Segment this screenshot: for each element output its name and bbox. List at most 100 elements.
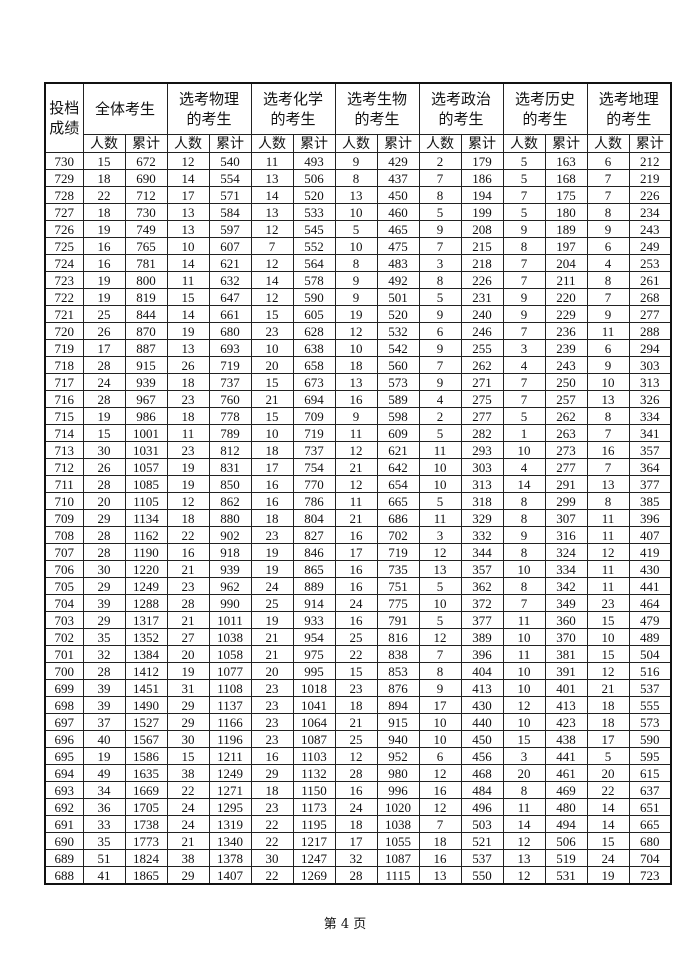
count-cell: 14	[502, 815, 546, 833]
table-row: 699 39 1451 31 1108 23 1018 23 876 9 413 10 401 21 537	[44, 679, 672, 697]
cumulative-cell: 1567	[124, 730, 168, 748]
cumulative-cell: 889	[292, 577, 336, 595]
cumulative-cell: 564	[292, 254, 336, 272]
cumulative-cell: 326	[628, 390, 672, 408]
count-cell: 29	[166, 713, 210, 731]
count-cell: 28	[82, 356, 126, 374]
table-row: 707 28 1190 16 918 19 846 17 719 12 344 8 324 12 419	[44, 543, 672, 561]
count-cell: 11	[418, 441, 462, 459]
count-cell: 5	[334, 220, 378, 238]
cumulative-cell: 642	[376, 458, 420, 476]
cumulative-cell: 853	[376, 662, 420, 680]
count-cell: 29	[82, 611, 126, 629]
count-cell: 24	[166, 815, 210, 833]
cumulative-cell: 844	[124, 305, 168, 323]
count-cell: 7	[418, 815, 462, 833]
cumulative-cell: 658	[292, 356, 336, 374]
count-cell: 19	[334, 305, 378, 323]
cumulative-cell: 712	[124, 186, 168, 204]
cumulative-cell: 364	[628, 458, 672, 476]
cumulative-cell: 647	[208, 288, 252, 306]
cumulative-cell: 1249	[124, 577, 168, 595]
count-cell: 16	[334, 611, 378, 629]
cumulative-cell: 704	[628, 849, 672, 867]
score-cell: 711	[44, 475, 84, 493]
count-cell: 16	[82, 237, 126, 255]
cumulative-cell: 962	[208, 577, 252, 595]
count-cell: 12	[334, 747, 378, 765]
count-cell: 11	[334, 424, 378, 442]
count-cell: 14	[586, 798, 630, 816]
count-cell: 19	[250, 611, 294, 629]
count-cell: 23	[334, 679, 378, 697]
header-cumulative: 累计	[208, 134, 252, 153]
table-row: 722 19 819 15 647 12 590 9 501 5 231 9 220 7 268	[44, 288, 672, 306]
count-cell: 12	[502, 866, 546, 885]
count-cell: 20	[250, 356, 294, 374]
count-cell: 10	[502, 679, 546, 697]
count-cell: 15	[250, 373, 294, 391]
cumulative-cell: 215	[460, 237, 504, 255]
count-cell: 28	[334, 866, 378, 885]
count-cell: 15	[166, 288, 210, 306]
cumulative-cell: 1018	[292, 679, 336, 697]
count-cell: 22	[166, 781, 210, 799]
count-cell: 18	[586, 696, 630, 714]
count-cell: 10	[502, 560, 546, 578]
cumulative-cell: 654	[376, 475, 420, 493]
count-cell: 40	[82, 730, 126, 748]
cumulative-cell: 294	[628, 339, 672, 357]
count-cell: 15	[82, 152, 126, 170]
header-count: 人数	[82, 134, 126, 153]
count-cell: 9	[586, 220, 630, 238]
cumulative-cell: 496	[460, 798, 504, 816]
table-row: 716 28 967 23 760 21 694 16 589 4 275 7 257 13 326	[44, 390, 672, 408]
count-cell: 11	[166, 271, 210, 289]
cumulative-cell: 404	[460, 662, 504, 680]
cumulative-cell: 199	[460, 203, 504, 221]
cumulative-cell: 303	[460, 458, 504, 476]
count-cell: 25	[250, 594, 294, 612]
cumulative-cell: 605	[292, 305, 336, 323]
count-cell: 17	[82, 339, 126, 357]
cumulative-cell: 880	[208, 509, 252, 527]
cumulative-cell: 876	[376, 679, 420, 697]
count-cell: 11	[586, 322, 630, 340]
count-cell: 21	[250, 390, 294, 408]
score-cell: 716	[44, 390, 84, 408]
cumulative-cell: 246	[460, 322, 504, 340]
cumulative-cell: 1115	[376, 866, 420, 885]
count-cell: 10	[502, 628, 546, 646]
count-cell: 14	[250, 271, 294, 289]
cumulative-cell: 638	[292, 339, 336, 357]
cumulative-cell: 573	[628, 713, 672, 731]
cumulative-cell: 332	[460, 526, 504, 544]
count-cell: 13	[250, 169, 294, 187]
cumulative-cell: 277	[628, 305, 672, 323]
cumulative-cell: 243	[544, 356, 588, 374]
count-cell: 8	[502, 492, 546, 510]
cumulative-cell: 268	[628, 288, 672, 306]
count-cell: 23	[166, 390, 210, 408]
score-cell: 709	[44, 509, 84, 527]
count-cell: 21	[586, 679, 630, 697]
cumulative-cell: 628	[292, 322, 336, 340]
count-cell: 13	[586, 390, 630, 408]
cumulative-cell: 1108	[208, 679, 252, 697]
count-cell: 16	[334, 390, 378, 408]
cumulative-cell: 1220	[124, 560, 168, 578]
count-cell: 16	[334, 577, 378, 595]
count-cell: 22	[250, 832, 294, 850]
cumulative-cell: 262	[460, 356, 504, 374]
count-cell: 6	[586, 339, 630, 357]
cumulative-cell: 492	[376, 271, 420, 289]
cumulative-cell: 1490	[124, 696, 168, 714]
header-group: 选考地理的考生	[586, 82, 672, 135]
cumulative-cell: 850	[208, 475, 252, 493]
table-row: 717 24 939 18 737 15 673 13 573 9 271 7 250 10 313	[44, 373, 672, 391]
count-cell: 7	[418, 645, 462, 663]
cumulative-cell: 1527	[124, 713, 168, 731]
count-cell: 20	[586, 764, 630, 782]
cumulative-cell: 430	[460, 696, 504, 714]
count-cell: 29	[250, 764, 294, 782]
